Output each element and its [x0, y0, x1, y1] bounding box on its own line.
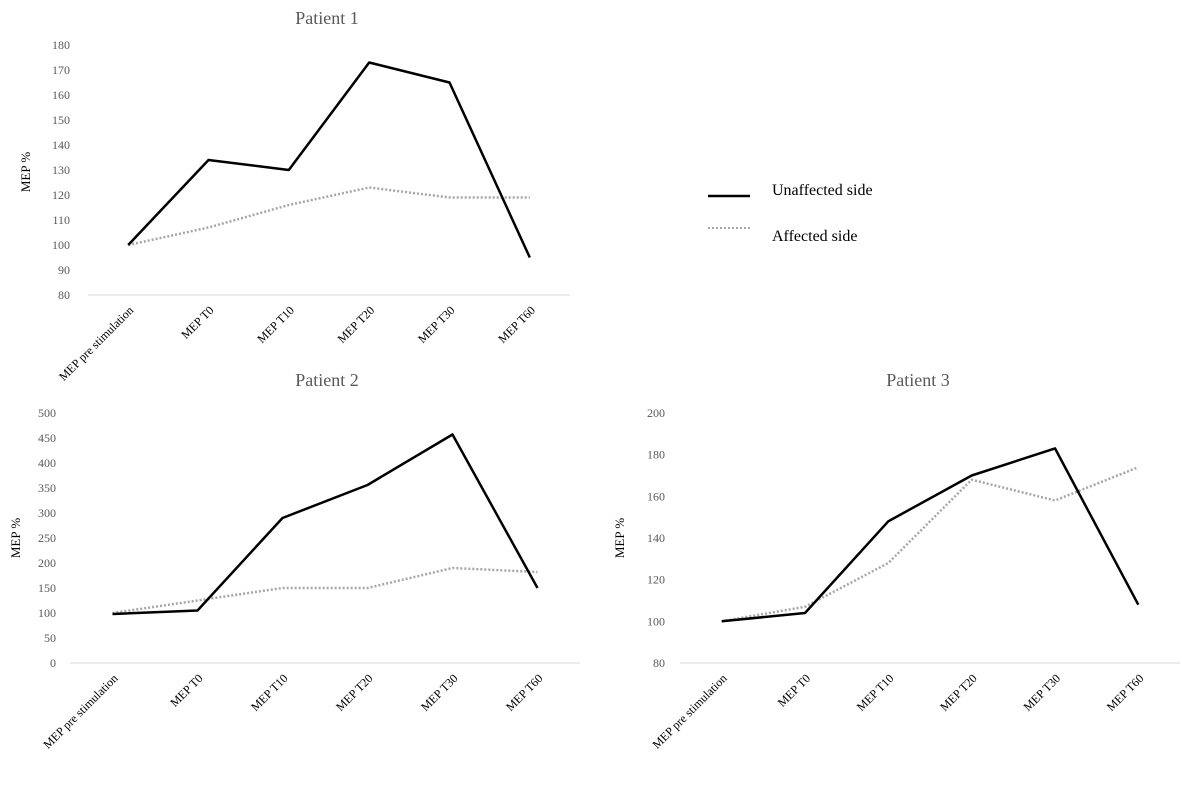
y-tick-label: 120 [647, 573, 665, 587]
x-tick-label: MEP T20 [335, 303, 378, 346]
legend-label-affected: Affected side [772, 228, 857, 245]
x-tick-label: MEP T10 [254, 303, 297, 346]
x-tick-label: MEP T0 [775, 671, 813, 709]
series-line-affected [721, 466, 1139, 623]
x-tick-label: MEP T60 [495, 303, 538, 346]
plot-area: 80 100 120 140 160 180 200 MEP pre stimulation M… [647, 406, 1180, 752]
plot-area: 80 90 100 110 120 130 140 150 160 170 180 MEP pre s… [52, 38, 570, 384]
y-tick-label: 180 [647, 448, 665, 462]
y-tick-label: 100 [647, 614, 665, 628]
y-tick-label: 140 [52, 138, 70, 152]
y-tick-label: 80 [653, 656, 665, 670]
plot-area: 0 50 100 150 200 250 300 350 400 450 500 MEP pre st… [38, 406, 580, 752]
y-axis-label: MEP % [612, 518, 627, 558]
series-line-affected [112, 566, 538, 615]
x-tick-label: MEP T60 [1104, 671, 1147, 714]
series-line-unaffected [127, 61, 531, 259]
y-tick-label: 180 [52, 38, 70, 52]
x-tick-label: MEP pre stimulation [40, 671, 120, 751]
chart-patient-2: Patient 2 MEP % 0 50 100 150 200 250 300 350 400… [8, 370, 580, 752]
chart-title: Patient 3 [886, 370, 950, 390]
series-line-unaffected [112, 433, 539, 616]
y-tick-label: 300 [38, 506, 56, 520]
y-tick-label: 140 [647, 531, 665, 545]
y-tick-label: 150 [52, 113, 70, 127]
x-tick-label: MEP T10 [854, 671, 897, 714]
y-tick-label: 200 [647, 406, 665, 420]
y-tick-label: 350 [38, 481, 56, 495]
chart-title: Patient 2 [295, 370, 359, 390]
legend-label-unaffected: Unaffected side [772, 182, 873, 199]
legend: Unaffected side Affected side [708, 182, 873, 245]
y-axis-label: MEP % [18, 152, 33, 192]
y-tick-label: 400 [38, 456, 56, 470]
x-tick-label: MEP T30 [1020, 671, 1063, 714]
y-tick-label: 160 [647, 489, 665, 503]
chart-patient-3: Patient 3 MEP % 80 100 120 140 160 180 200 MEP … [612, 370, 1180, 752]
y-tick-label: 110 [52, 213, 70, 227]
y-tick-label: 80 [58, 288, 70, 302]
y-tick-label: 500 [38, 406, 56, 420]
y-tick-label: 50 [44, 631, 56, 645]
y-tick-label: 160 [52, 88, 70, 102]
y-axis-label: MEP % [8, 518, 23, 558]
x-tick-label: MEP T20 [937, 671, 980, 714]
y-tick-label: 450 [38, 431, 56, 445]
x-tick-label: MEP T0 [167, 671, 205, 709]
y-tick-label: 200 [38, 556, 56, 570]
chart-title: Patient 1 [295, 8, 359, 28]
y-tick-label: 150 [38, 581, 56, 595]
x-tick-label: MEP pre stimulation [56, 303, 136, 383]
y-tick-label: 90 [58, 263, 70, 277]
x-tick-label: MEP T0 [178, 303, 216, 341]
x-tick-label: MEP T10 [248, 671, 291, 714]
y-tick-label: 0 [50, 656, 56, 670]
x-tick-label: MEP T60 [503, 671, 546, 714]
x-tick-label: MEP T20 [333, 671, 376, 714]
chart-patient-1: Patient 1 MEP % 80 90 100 110 120 130 140 150 16… [18, 8, 570, 384]
x-tick-label: MEP T30 [418, 671, 461, 714]
y-tick-label: 250 [38, 531, 56, 545]
y-tick-label: 170 [52, 63, 70, 77]
series-line-unaffected [721, 447, 1140, 623]
x-tick-label: MEP T30 [415, 303, 458, 346]
y-tick-label: 100 [38, 606, 56, 620]
y-tick-label: 130 [52, 163, 70, 177]
y-tick-label: 120 [52, 188, 70, 202]
x-tick-label: MEP pre stimulation [649, 671, 729, 751]
series-line-affected [127, 186, 530, 247]
y-tick-label: 100 [52, 238, 70, 252]
